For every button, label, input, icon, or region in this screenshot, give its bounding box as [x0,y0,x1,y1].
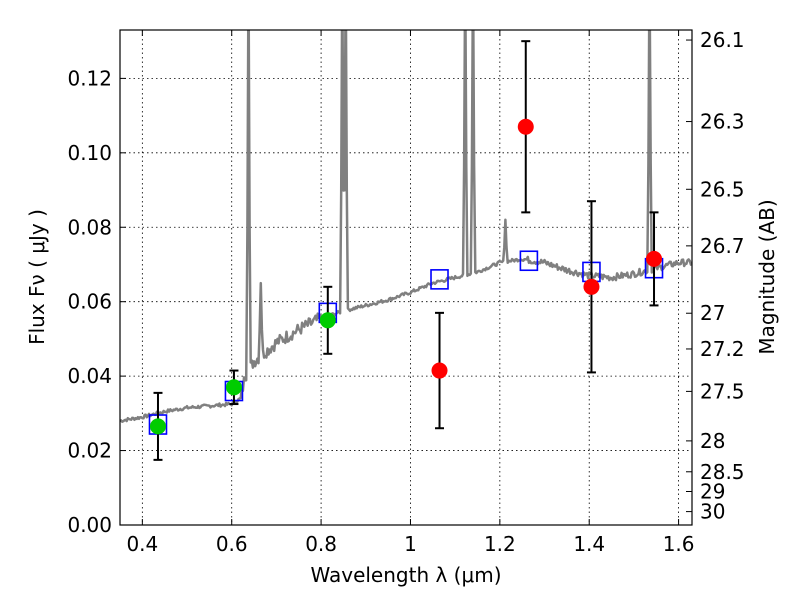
y-tick-label: 0.08 [67,215,112,239]
y-tick-label: 0.02 [67,439,112,463]
plot-frame [119,29,693,526]
data-point [431,362,448,379]
x-axis-label: Wavelength λ (μm) [310,563,501,587]
x-axis: 0.4 0.6 0.8 1 1.2 1.4 1.6 [126,30,695,556]
model-photometry-square [430,269,449,290]
right-tick-label: 27.5 [700,379,745,403]
data-point [517,118,534,135]
right-tick-label: 26.5 [700,177,745,201]
y-tick-label: 0.00 [67,513,112,537]
right-tick-label: 30 [700,500,725,524]
y-tick-label: 0.04 [67,364,112,388]
x-tick-label: 0.4 [126,532,158,556]
data-point [583,278,600,295]
y-tick-label: 0.06 [67,290,112,314]
right-tick-label: 29 [700,480,725,504]
y-tick-label: 0.10 [67,141,112,165]
x-tick-label: 0.6 [216,532,248,556]
right-tick-label: 26.1 [700,28,745,52]
data-point [225,379,242,396]
plot-area [120,30,692,461]
x-tick-label: 1.6 [663,532,695,556]
spectrum-line [120,30,692,423]
right-tick-label: 28.5 [700,460,745,484]
x-tick-label: 1.2 [484,532,516,556]
model-photometry-square [519,250,539,272]
data-point [149,418,166,435]
right-tick-label: 28 [700,429,725,453]
data-point [319,312,336,329]
data-point [646,250,663,267]
y-axis-right-label: Magnitude (AB) [755,199,779,354]
right-tick-label: 26.3 [700,110,745,134]
grid [120,30,692,525]
x-tick-label: 1 [404,532,417,556]
y-axis-left: 0.00 0.02 0.04 0.06 0.08 0.10 0.12 [67,66,126,537]
x-tick-label: 0.8 [305,532,337,556]
x-tick-label: 1.4 [573,532,605,556]
right-tick-label: 27.2 [700,337,745,361]
y-axis-label: Flux Fν ( μJy ) [25,209,49,345]
right-tick-label: 26.7 [700,234,745,258]
y-tick-label: 0.12 [67,66,112,90]
right-tick-label: 27 [700,301,725,325]
